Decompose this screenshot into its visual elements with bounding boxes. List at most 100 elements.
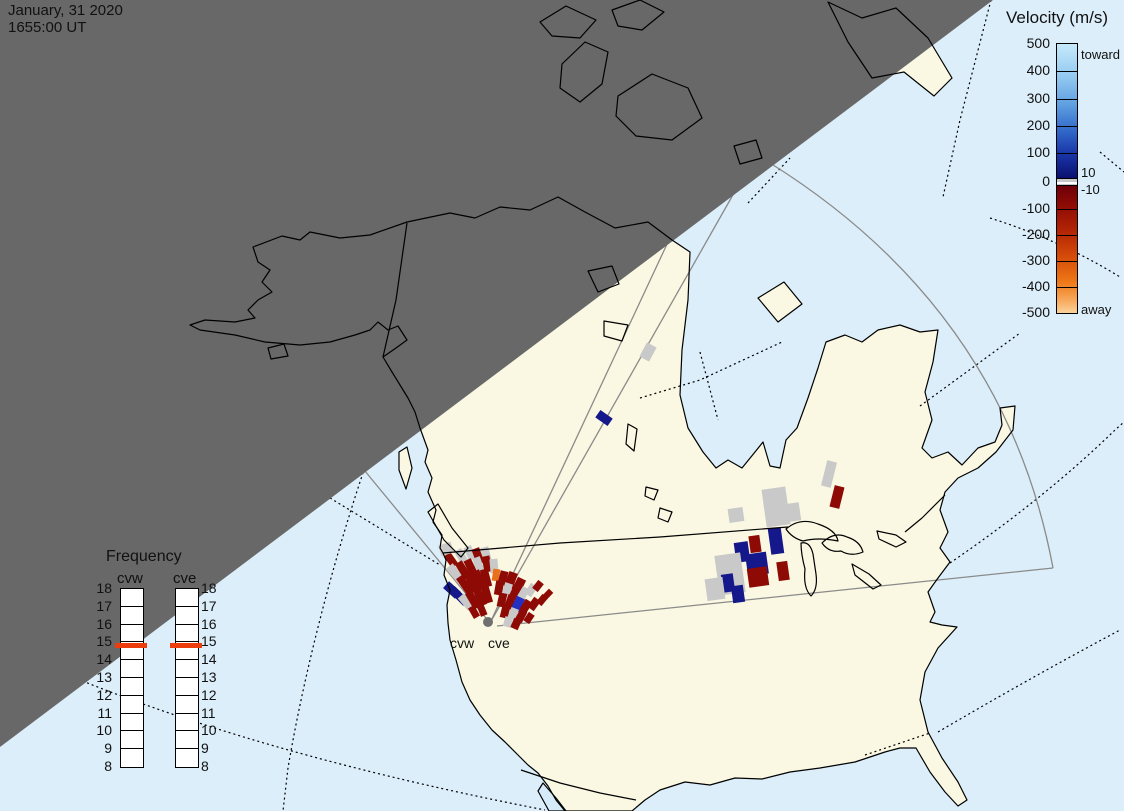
toward-label: toward bbox=[1081, 47, 1121, 62]
frequency-scale-right-16: 16 bbox=[201, 615, 217, 632]
frequency-scale-right-8: 8 bbox=[201, 758, 209, 774]
velocity-cell bbox=[457, 593, 475, 611]
velocity-colorbar-ground-scatter-band bbox=[1057, 178, 1077, 186]
velocity-tick-0: 0 bbox=[1042, 173, 1050, 189]
timestamp-block: January, 31 2020 1655:00 UT bbox=[8, 2, 123, 36]
frequency-scale-right-12: 12 bbox=[201, 686, 217, 703]
velocity-cell bbox=[767, 527, 785, 555]
velocity-tick--500: -500 bbox=[1021, 304, 1050, 320]
velocity-cell bbox=[704, 576, 726, 602]
velocity-cell bbox=[443, 551, 459, 569]
frequency-scale-right-18: 18 bbox=[201, 580, 217, 596]
velocity-cell bbox=[491, 568, 501, 582]
frequency-cell bbox=[176, 714, 198, 732]
frequency-bar-cvw bbox=[120, 588, 144, 768]
velocity-colorbar-divider bbox=[1057, 209, 1077, 211]
frequency-cell bbox=[176, 731, 198, 750]
frequency-scale-left-11: 11 bbox=[97, 704, 112, 721]
frequency-scale-left-14: 14 bbox=[96, 651, 112, 668]
velocity-tick--200: -200 bbox=[1021, 226, 1050, 243]
velocity-cell bbox=[471, 569, 487, 591]
velocity-cell bbox=[786, 502, 802, 522]
site-label-cve: cve bbox=[488, 635, 510, 651]
frequency-scale-right-15: 15 bbox=[201, 633, 217, 650]
frequency-cell bbox=[176, 589, 198, 607]
date-text: January, 31 2020 bbox=[8, 2, 123, 19]
velocity-cell bbox=[496, 592, 508, 608]
frequency-marker-cve bbox=[170, 643, 202, 649]
frequency-cell bbox=[121, 731, 143, 750]
velocity-cell bbox=[532, 579, 544, 593]
velocity-cell bbox=[480, 586, 494, 604]
velocity-colorbar-divider bbox=[1057, 235, 1077, 237]
velocity-cell bbox=[471, 547, 485, 565]
velocity-cell bbox=[639, 342, 657, 362]
velocity-colorbar bbox=[1056, 43, 1078, 314]
frequency-scale-right-10: 10 bbox=[201, 722, 217, 739]
velocity-cell bbox=[730, 584, 746, 604]
night-terminator-overlay bbox=[0, 0, 993, 747]
velocity-tick--400: -400 bbox=[1021, 278, 1050, 295]
frequency-cell bbox=[176, 660, 198, 678]
velocity-cell bbox=[476, 603, 488, 617]
velocity-colorbar-away-gradient bbox=[1057, 186, 1077, 313]
velocity-cell bbox=[821, 460, 837, 488]
velocity-cell bbox=[776, 560, 790, 582]
frequency-scale-right-14: 14 bbox=[201, 651, 217, 668]
frequency-cell bbox=[121, 696, 143, 714]
velocity-cell bbox=[472, 587, 488, 607]
velocity-cell bbox=[829, 485, 845, 509]
frequency-bar-cve bbox=[175, 588, 199, 768]
velocity-colorbar-toward-gradient bbox=[1057, 44, 1077, 178]
frequency-cell bbox=[121, 678, 143, 696]
velocity-cell bbox=[761, 486, 791, 528]
velocity-cell bbox=[455, 574, 475, 596]
velocity-cell bbox=[467, 605, 481, 619]
velocity-cell bbox=[748, 534, 762, 554]
frequency-radar-cve-label: cve bbox=[173, 570, 197, 587]
frequency-cell bbox=[121, 625, 143, 643]
frequency-cell bbox=[121, 660, 143, 678]
velocity-cell bbox=[727, 507, 745, 523]
frequency-cell bbox=[176, 678, 198, 696]
velocity-cell bbox=[523, 611, 535, 625]
frequency-panel-title: Frequency bbox=[106, 548, 182, 565]
frequency-marker-cvw bbox=[115, 643, 147, 649]
velocity-cell bbox=[595, 410, 613, 426]
frequency-scale-right-9: 9 bbox=[201, 740, 209, 757]
velocity-cell bbox=[519, 598, 533, 614]
frequency-scale-left-10: 10 bbox=[96, 722, 112, 739]
frequency-scale-left-8: 8 bbox=[104, 758, 112, 774]
frequency-scale-right-11: 11 bbox=[201, 704, 216, 721]
velocity-colorbar-divider bbox=[1057, 126, 1077, 128]
velocity-cell bbox=[493, 580, 505, 596]
velocity-tick--100: -100 bbox=[1021, 200, 1050, 217]
frequency-cell bbox=[121, 749, 143, 767]
frequency-cell bbox=[121, 642, 143, 661]
frequency-scale-right-17: 17 bbox=[201, 597, 217, 614]
frequency-cell bbox=[121, 607, 143, 625]
frequency-scale-right-13: 13 bbox=[201, 669, 217, 685]
velocity-colorbar-divider bbox=[1057, 261, 1077, 263]
frequency-radar-cvw-label: cvw bbox=[117, 570, 143, 587]
threshold-minus10-label: -10 bbox=[1081, 182, 1100, 197]
velocity-cell bbox=[502, 616, 514, 628]
frequency-cell bbox=[176, 696, 198, 714]
frequency-cell bbox=[176, 607, 198, 625]
radar-site-marker bbox=[483, 617, 493, 627]
away-label: away bbox=[1081, 302, 1112, 317]
velocity-legend-title: Velocity (m/s) bbox=[1006, 8, 1109, 27]
frequency-scale-left-18: 18 bbox=[96, 580, 112, 596]
velocity-cell bbox=[542, 588, 554, 600]
velocity-cell bbox=[503, 594, 517, 610]
frequency-cell bbox=[121, 589, 143, 607]
velocity-cell bbox=[499, 605, 511, 619]
velocity-cell bbox=[463, 571, 481, 593]
threshold-10-label: 10 bbox=[1081, 165, 1096, 180]
frequency-scale-left-16: 16 bbox=[96, 615, 112, 632]
velocity-tick-400: 400 bbox=[1026, 62, 1050, 79]
velocity-cell bbox=[465, 590, 481, 610]
radar-fov-boundaries bbox=[359, 162, 1054, 627]
